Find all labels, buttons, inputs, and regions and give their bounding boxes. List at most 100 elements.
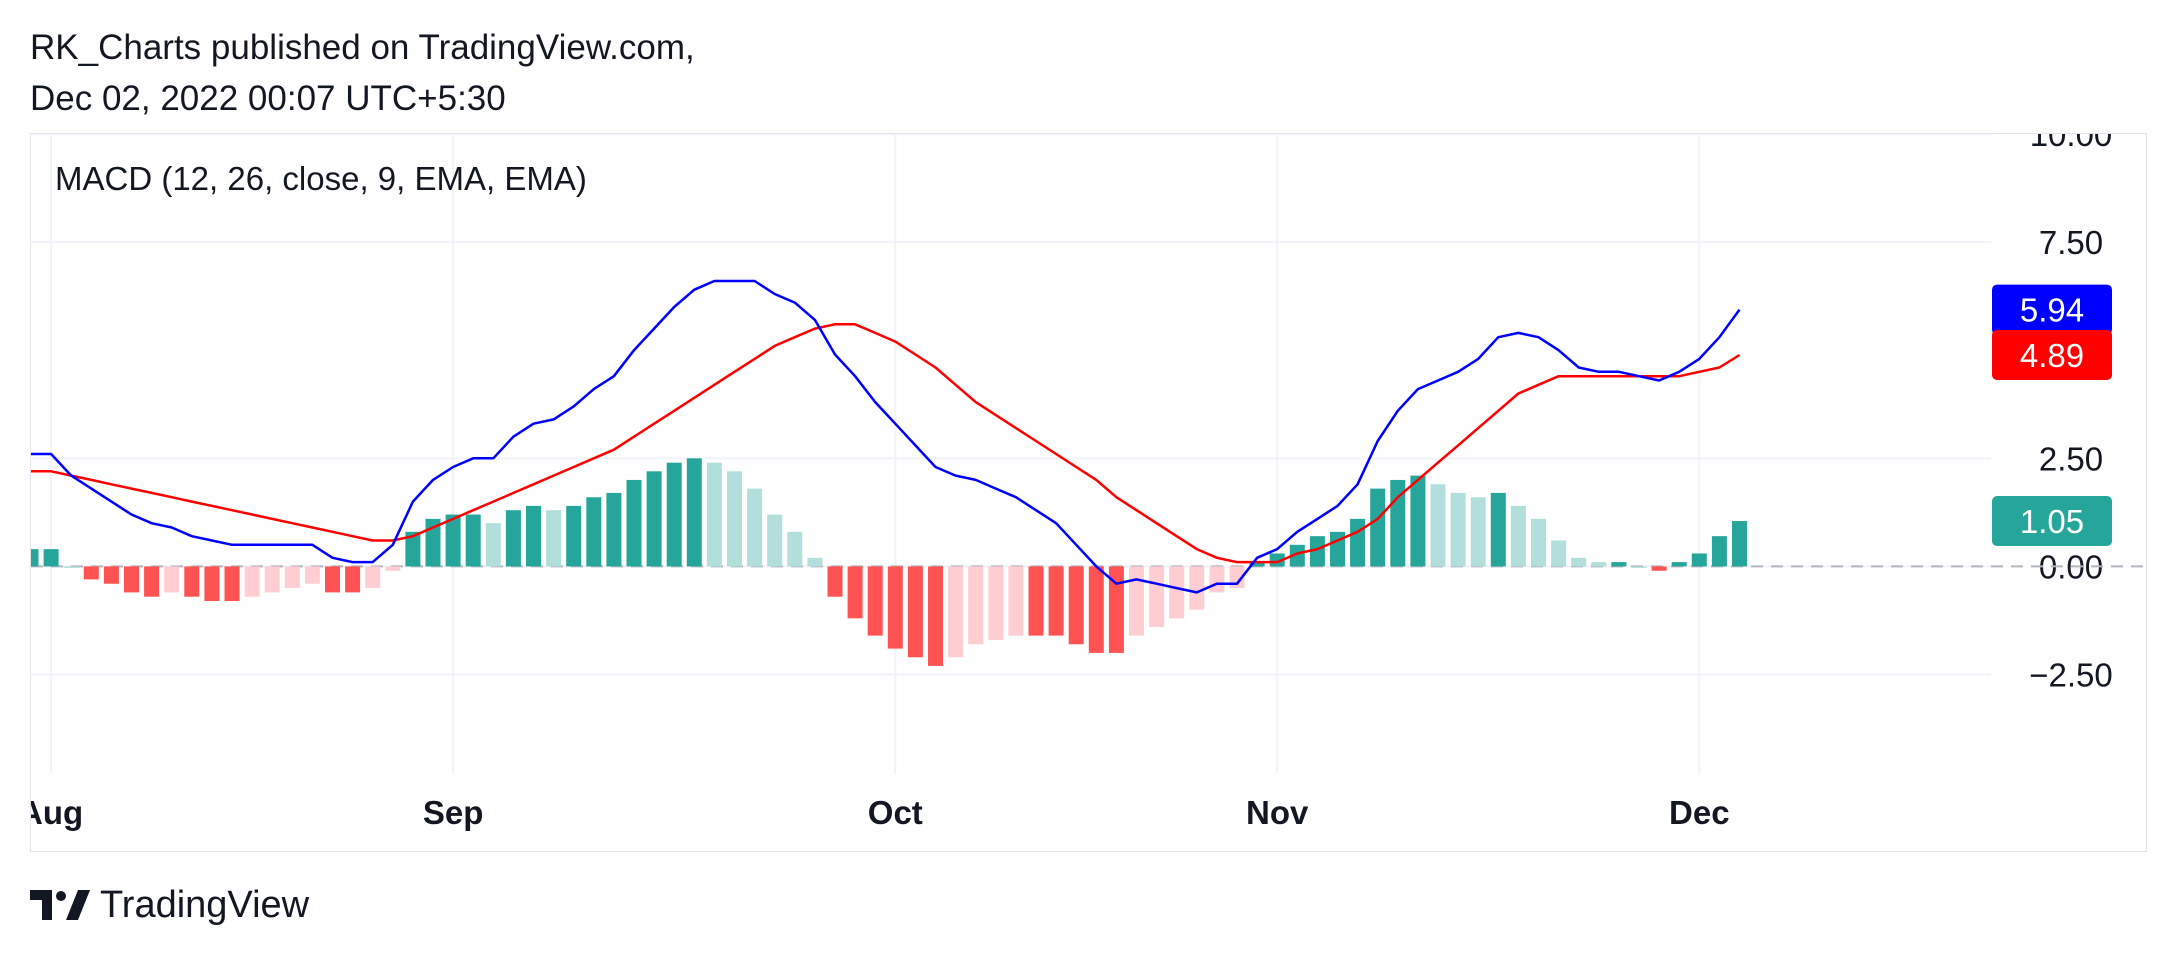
histogram-bar [646,471,662,567]
histogram-bar [887,566,903,649]
histogram-bar [747,488,763,567]
histogram-bar [485,523,501,567]
histogram-bar [1732,521,1747,567]
last-value-badge [1992,329,2112,380]
histogram-bar [1510,505,1526,567]
histogram-bar [244,566,260,597]
histogram-bar [505,510,521,567]
x-tick-label: Dec [1669,794,1730,831]
histogram-bar [566,505,582,567]
histogram-bar [1309,536,1325,567]
histogram-bar [948,566,964,658]
histogram-bar [1430,484,1446,567]
histogram-bar [1551,540,1567,567]
histogram-bar [1611,562,1627,567]
histogram-bar [928,566,943,666]
histogram-bar [445,514,461,567]
histogram-bar [1169,566,1185,619]
histogram-bar [1249,562,1265,567]
histogram-bar [1048,566,1064,636]
histogram-bar [103,566,119,584]
indicator-label: MACD (12, 26, close, 9, EMA, EMA) [55,160,587,197]
histogram-bar [1591,562,1607,567]
histogram-bar [968,566,984,645]
histogram-bar [1651,566,1667,571]
histogram-bar [304,566,320,584]
last-value-badge [1992,284,2112,335]
y-tick-label: 7.50 [2039,224,2103,261]
histogram-bar [1108,566,1124,653]
histogram-bar [827,566,843,597]
last-value-label: 1.05 [2020,503,2084,540]
histogram-bar [606,492,622,567]
histogram-bar [847,566,863,619]
histogram-bar [184,566,200,597]
histogram-bar [365,566,381,589]
histogram-bar [1691,553,1707,567]
histogram-bar [767,514,783,567]
histogram-bar [1711,536,1727,567]
macd-chart[interactable]: 10.007.502.500.00−2.50AugSepOctNovDecMAC… [31,134,2148,853]
histogram-bar [405,531,421,567]
histogram-bar [526,505,541,567]
signal-line [31,323,1741,564]
chart-frame: 10.007.502.500.00−2.50AugSepOctNovDecMAC… [30,133,2147,852]
histogram-bar [425,518,441,567]
footer: TradingView [30,880,309,930]
last-value-label: 5.94 [2020,292,2084,329]
histogram-bar [385,566,401,571]
histogram-bar [31,549,39,567]
histogram-bar [867,566,883,636]
histogram-bar [1531,518,1546,567]
histogram-bar [164,566,180,593]
histogram-bar [626,479,642,567]
histogram-bar [83,566,99,580]
chart-publisher-header: RK_Charts published on TradingView.com, … [30,22,695,124]
y-tick-label: −2.50 [2029,657,2113,694]
histogram-bar [1129,566,1144,636]
histogram-bar [124,566,139,593]
histogram-bar [63,566,79,568]
histogram-bar [465,514,481,567]
y-tick-label: 2.50 [2039,440,2103,477]
histogram-bar [1189,566,1205,610]
histogram-bar [1470,497,1486,567]
histogram-bar [787,531,803,567]
x-tick-label: Oct [868,794,923,831]
histogram-bar [264,566,280,593]
histogram-bar [204,566,220,602]
histogram-bar [1410,475,1426,567]
histogram-bar [1289,544,1305,567]
histogram-bar [1350,518,1366,567]
x-tick-label: Sep [423,794,484,831]
histogram-bar [1671,562,1687,567]
histogram-bar [1631,566,1647,568]
histogram-bar [1370,488,1386,567]
histogram-bar [988,566,1004,640]
histogram-bar [706,462,722,567]
histogram-bar [284,566,300,589]
x-tick-label: Nov [1246,794,1309,831]
publisher-line: RK_Charts published on TradingView.com, [30,28,695,67]
histogram-bar [1209,566,1225,593]
histogram-bar [666,462,682,567]
histogram-bar [43,549,59,567]
histogram-bar [325,566,340,593]
histogram-bar [1571,557,1587,567]
footer-brand[interactable]: TradingView [100,883,310,926]
publish-date-line: Dec 02, 2022 00:07 UTC+5:30 [30,79,506,118]
histogram-bar [1028,566,1044,636]
histogram-bar [807,557,823,567]
histogram-bar [686,458,702,567]
tradingview-logo-icon[interactable] [30,888,90,922]
histogram-bar [1490,492,1506,567]
last-value-label: 4.89 [2020,337,2084,374]
macd-line [31,279,1741,594]
histogram-bar [546,510,562,567]
histogram-bar [1088,566,1104,653]
histogram-bar [907,566,923,658]
histogram-bar [1330,531,1345,567]
histogram-bar [1450,492,1466,567]
histogram-bar [224,566,240,602]
histogram-bar [727,471,742,567]
